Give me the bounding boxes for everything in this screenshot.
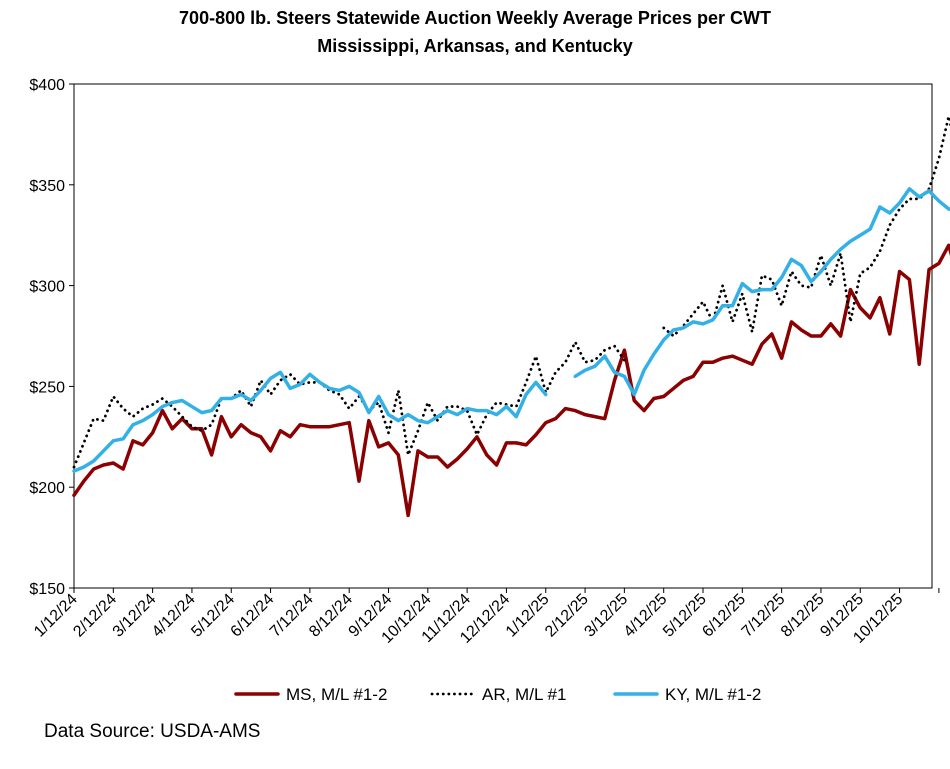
x-tick-label: 2/12/25: [542, 591, 592, 641]
y-tick-label: $150: [29, 581, 65, 598]
y-tick-label: $350: [29, 178, 65, 195]
legend-label-2: KY, M/L #1-2: [665, 685, 761, 704]
series-line-2: [72, 187, 950, 473]
x-tick-label: 3/12/25: [581, 591, 631, 641]
legend: MS, M/L #1-2 AR, M/L #1 KY, M/L #1-2: [234, 685, 761, 704]
x-axis-ticks: 1/12/242/12/243/12/244/12/245/12/246/12/…: [31, 588, 940, 647]
x-tick-label: 2/12/24: [70, 591, 120, 641]
plot-frame: [73, 83, 933, 589]
x-tick-label: 6/12/24: [228, 591, 278, 641]
x-tick-label: 5/12/25: [660, 591, 710, 641]
series-0: [72, 243, 950, 518]
y-axis-ticks: $150 $200 $250 $300 $350 $400: [29, 77, 74, 598]
y-tick-label: $300: [29, 279, 65, 296]
series-line-1: [72, 114, 950, 469]
series-line-0: [72, 243, 950, 518]
legend-label-1: AR, M/L #1: [482, 685, 566, 704]
x-tick-label: 8/12/24: [306, 591, 356, 641]
x-tick-label: 4/12/25: [621, 591, 671, 641]
series-2: [72, 187, 950, 473]
x-tick-label: 5/12/24: [188, 591, 238, 641]
data-source-note: Data Source: USDA-AMS: [44, 721, 261, 742]
x-tick-label: 1/12/24: [31, 591, 81, 641]
series-1: [72, 114, 950, 469]
chart-title: 700-800 lb. Steers Statewide Auction Wee…: [179, 8, 771, 28]
x-tick-label: 7/12/25: [739, 591, 789, 641]
x-tick-label: 1/12/25: [503, 591, 553, 641]
series-layer: [72, 114, 950, 518]
y-tick-label: $400: [29, 77, 65, 94]
x-tick-label: 8/12/25: [778, 591, 828, 641]
y-tick-label: $250: [29, 379, 65, 396]
legend-label-0: MS, M/L #1-2: [286, 685, 387, 704]
x-tick-label: 6/12/25: [699, 591, 749, 641]
chart-subtitle: Mississippi, Arkansas, and Kentucky: [317, 36, 632, 56]
x-tick-label: 3/12/24: [110, 591, 160, 641]
x-tick-label: 4/12/24: [149, 591, 199, 641]
x-tick-label: 7/12/24: [267, 591, 317, 641]
axes: [73, 83, 933, 589]
y-tick-label: $200: [29, 480, 65, 497]
